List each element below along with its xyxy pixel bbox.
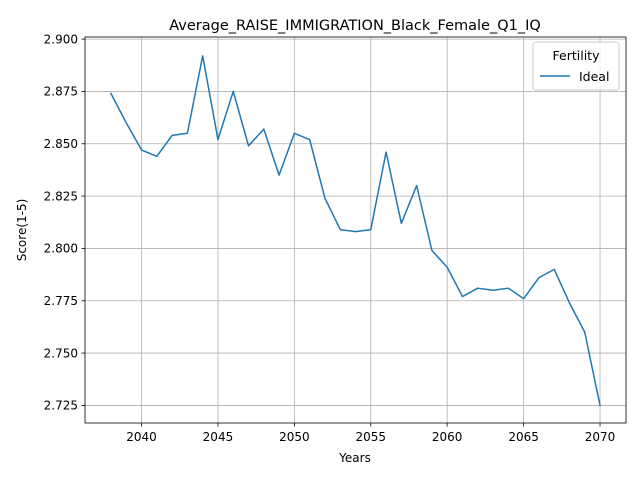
legend-title: Fertility [553, 48, 601, 63]
x-tick-label: 2055 [356, 430, 387, 444]
legend-box [532, 41, 620, 91]
x-tick-label: 2040 [126, 430, 157, 444]
x-tick-label: 2070 [585, 430, 616, 444]
x-tick-label: 2065 [508, 430, 539, 444]
x-tick-label: 2045 [203, 430, 234, 444]
y-tick-label: 2.875 [44, 85, 78, 99]
x-tick-label: 2060 [432, 430, 463, 444]
x-tick-label: 2050 [279, 430, 310, 444]
y-tick-label: 2.725 [44, 399, 78, 413]
x-axis-label: Years [338, 451, 371, 465]
y-tick-label: 2.800 [44, 242, 78, 256]
plot-frame [84, 36, 627, 424]
series-lines [109, 55, 601, 407]
series-line-ideal [109, 55, 601, 407]
y-tick-label: 2.825 [44, 189, 78, 203]
y-tick-label: 2.850 [44, 137, 78, 151]
axis-ticks: 2040 2045 2050 2055 2060 2065 2070 2.725 2.750 2.… [44, 32, 616, 444]
legend-label-ideal: Ideal [579, 69, 609, 84]
legend: Fertility Ideal [532, 41, 620, 91]
plot-area [85, 37, 626, 423]
grid-lines [85, 37, 626, 423]
y-tick-label: 2.750 [44, 346, 78, 360]
y-axis-label: Score(1-5) [15, 199, 29, 262]
chart-title: Average_RAISE_IMMIGRATION_Black_Female_Q… [169, 18, 541, 34]
y-tick-label: 2.900 [44, 32, 78, 46]
y-tick-label: 2.775 [44, 294, 78, 308]
